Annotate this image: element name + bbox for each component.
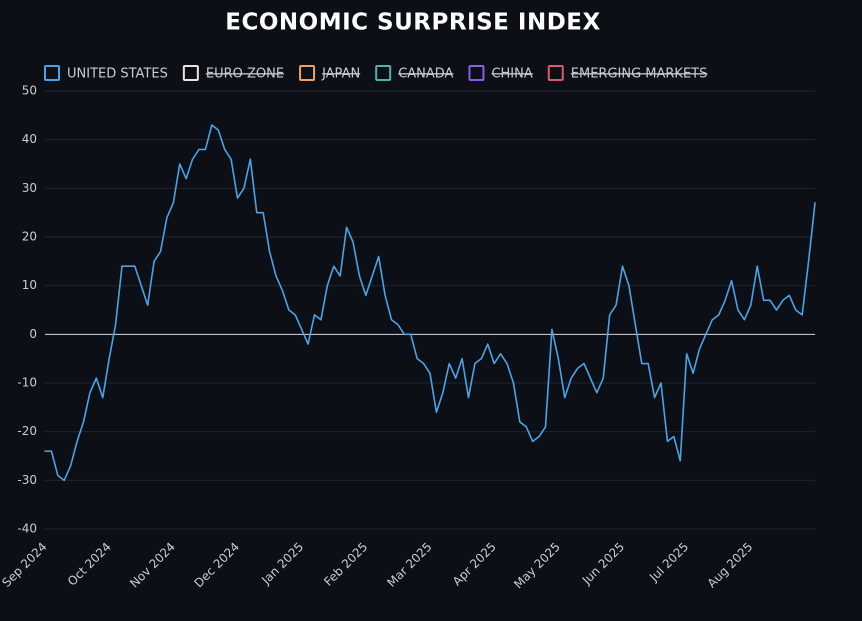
chart-title: ECONOMIC SURPRISE INDEX [225, 10, 600, 36]
legend-swatch [547, 65, 564, 81]
y-tick-label: 20 [22, 230, 37, 244]
y-tick-label: -10 [17, 376, 37, 390]
legend-swatch [375, 65, 392, 81]
y-tick-label: 0 [29, 327, 37, 341]
legend-swatch [182, 65, 199, 81]
legend-label: CANADA [398, 67, 453, 82]
legend-label: EURO ZONE [206, 67, 284, 82]
y-tick-label: -20 [17, 424, 37, 438]
legend-label: JAPAN [321, 67, 360, 82]
legend-swatch [468, 65, 485, 81]
y-tick-label: 50 [22, 84, 37, 98]
legend-label: UNITED STATES [67, 67, 168, 82]
series-line [44, 124, 816, 482]
y-tick-label: 40 [22, 132, 37, 146]
y-tick-label: -30 [17, 473, 37, 487]
legend-label: EMERGING MARKETS [571, 67, 708, 82]
legend-label: CHINA [491, 67, 532, 82]
y-tick-label: 30 [22, 181, 37, 195]
legend-swatch [299, 65, 316, 81]
y-tick-label: 10 [22, 278, 37, 292]
legend-swatch [44, 65, 60, 81]
y-tick-label: -40 [17, 522, 37, 536]
